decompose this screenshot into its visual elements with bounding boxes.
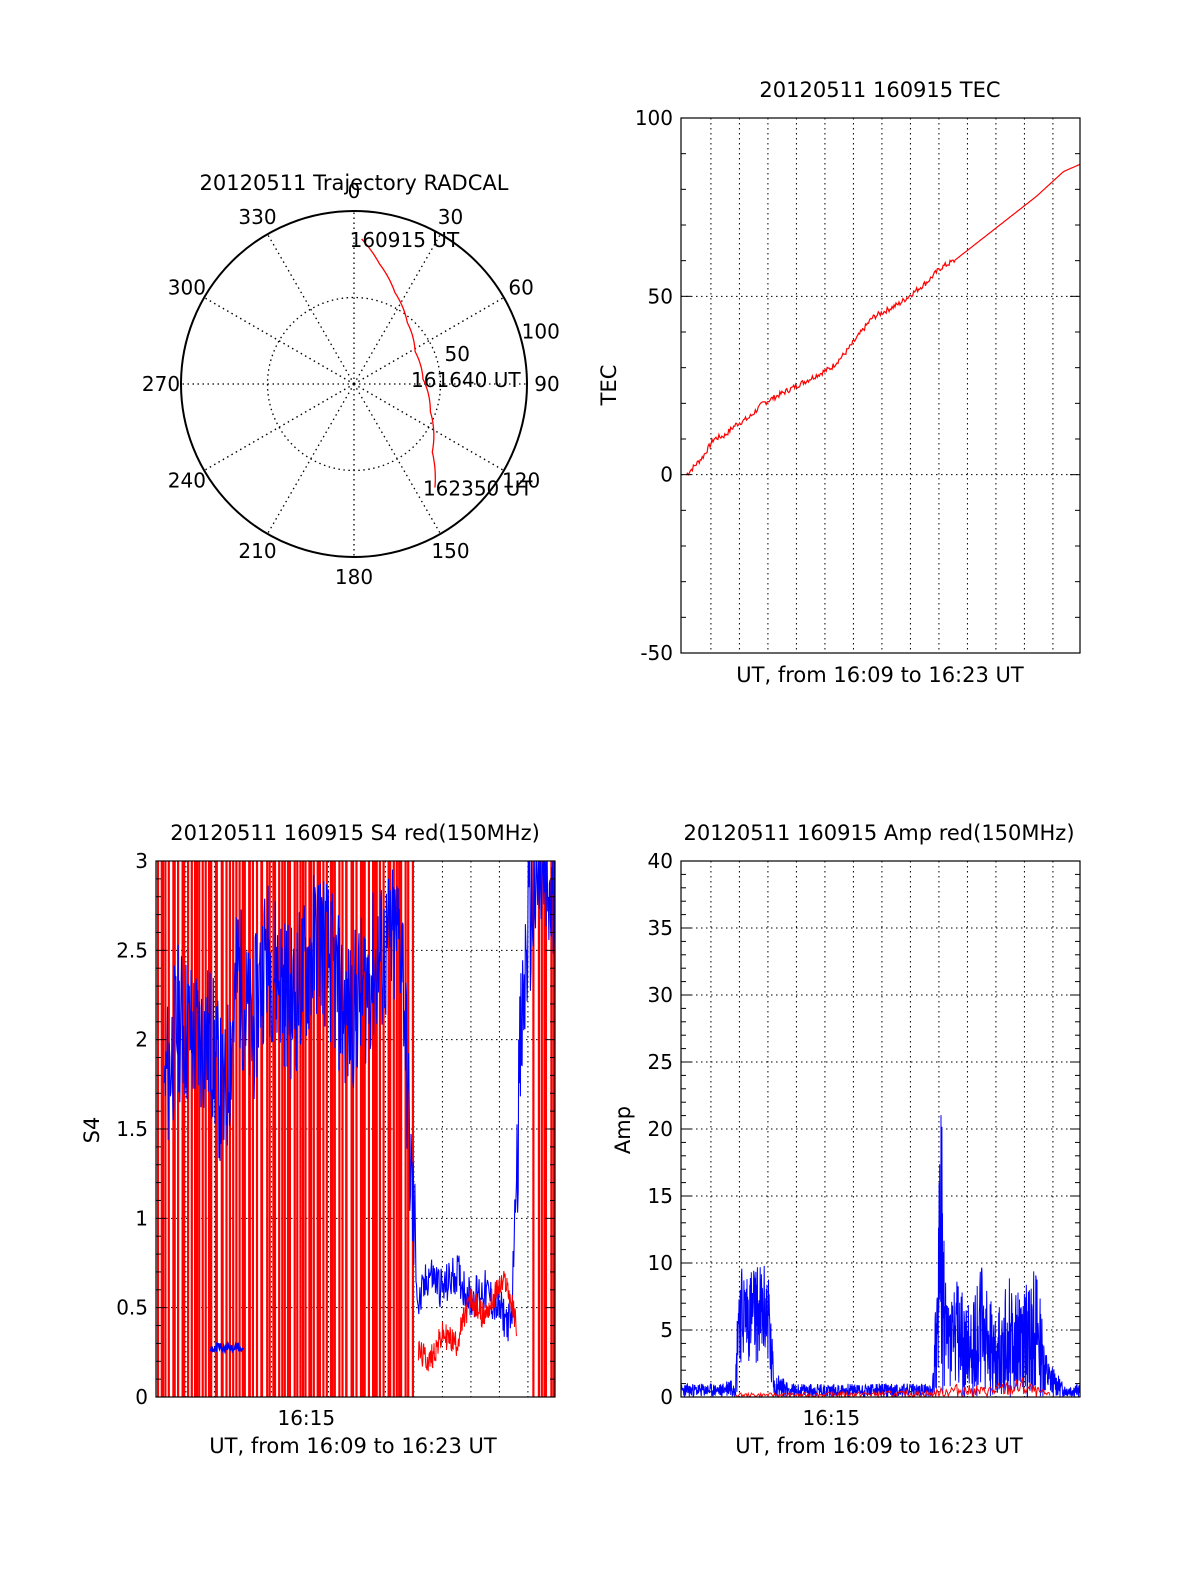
s4-series: [156, 860, 556, 1397]
trajectory-line: [361, 238, 436, 488]
polar-series: [361, 238, 436, 488]
tec-axis: -50 0 50 100: [635, 106, 1081, 665]
polar-angle-label: 210: [238, 539, 276, 563]
s4-red-line: [417, 1270, 518, 1372]
y-tick-label: 3: [135, 849, 148, 873]
polar-angle-label: 150: [431, 539, 469, 563]
tec-panel: 20120511 160915 TEC UT, from 16:09 to 16…: [597, 78, 1081, 687]
s4-blue-line: [163, 860, 556, 1342]
polar-angle-label: 300: [168, 276, 206, 300]
tec-series: [685, 163, 1081, 476]
y-tick-label: 5: [660, 1318, 673, 1342]
trajectory-panel: 20120511 Trajectory RADCAL 0 30 60 90 120 150…: [142, 171, 560, 589]
tec-y-axis-label: TEC: [597, 365, 621, 407]
polar-grid: [180, 210, 528, 558]
trajectory-time-label: 162350 UT: [423, 477, 533, 501]
y-tick-label: 20: [648, 1117, 673, 1141]
plot-frame: [680, 860, 1081, 1398]
y-tick-label: 35: [648, 916, 673, 940]
polar-angle-label: 120: [502, 469, 540, 493]
tec-line: [685, 163, 1081, 476]
polar-spoke: [353, 296, 505, 385]
y-tick-label: 25: [648, 1050, 673, 1074]
y-tick-label: 100: [635, 106, 673, 130]
y-tick-label: 0: [660, 1385, 673, 1409]
amp-x-axis-label: UT, from 16:09 to 16:23 UT: [735, 1434, 1023, 1458]
amp-title: 20120511 160915 Amp red(150MHz): [683, 821, 1074, 845]
s4-panel: 20120511 160915 S4 red(150MHz) UT, from …: [80, 821, 556, 1458]
polar-outer-circle: [180, 210, 528, 558]
amp-panel: 20120511 160915 Amp red(150MHz) UT, from…: [611, 821, 1081, 1458]
trajectory-time-label: 160915 UT: [350, 228, 460, 252]
plot-frame: [680, 117, 1081, 654]
polar-spoke: [353, 383, 442, 535]
polar-angle-label: 90: [534, 372, 559, 396]
polar-spoke: [353, 233, 442, 385]
y-tick-label: 1.5: [116, 1117, 148, 1141]
s4-flat-segment: [209, 1340, 245, 1355]
polar-spoke: [353, 383, 505, 472]
polar-angle-label: 330: [238, 205, 276, 229]
amp-y-axis-label: Amp: [611, 1106, 635, 1154]
y-tick-label: 40: [648, 849, 673, 873]
amp-series: [680, 1115, 1081, 1399]
plot-frame: [155, 860, 556, 1398]
y-tick-label: 0.5: [116, 1296, 148, 1320]
y-tick-label: 10: [648, 1251, 673, 1275]
x-tick-label: 16:15: [277, 1406, 335, 1430]
y-tick-label: 30: [648, 983, 673, 1007]
amp-red-line: [735, 1377, 1051, 1399]
polar-spoke: [266, 383, 355, 535]
tec-grid: [681, 118, 1080, 653]
s4-red-spikes: [156, 861, 414, 1397]
x-tick-label: 16:15: [802, 1406, 860, 1430]
y-tick-label: -50: [640, 641, 673, 665]
y-tick-label: 1: [135, 1206, 148, 1230]
amp-blue-line: [680, 1115, 1081, 1398]
polar-angle-label: 0: [348, 179, 361, 203]
amp-axis: 0 5 10 15 20 25 30 35 40 16:15: [648, 849, 1081, 1430]
polar-spoke: [203, 296, 355, 385]
polar-spoke: [266, 233, 355, 385]
polar-spoke: [203, 383, 355, 472]
tec-x-axis-label: UT, from 16:09 to 16:23 UT: [736, 663, 1024, 687]
trajectory-title: 20120511 Trajectory RADCAL: [200, 171, 509, 195]
polar-radius-label: 50: [444, 342, 469, 366]
polar-angle-label: 180: [335, 565, 373, 589]
y-tick-label: 2: [135, 1028, 148, 1052]
polar-angle-label: 240: [168, 469, 206, 493]
polar-labels: 0 30 60 90 120 150 180 210 240 270 300 330 50 100 1609…: [142, 179, 560, 589]
y-tick-label: 0: [660, 463, 673, 487]
polar-angle-label: 60: [508, 276, 533, 300]
trajectory-time-label: 161640 UT: [411, 368, 521, 392]
y-tick-label: 50: [648, 284, 673, 308]
tec-title: 20120511 160915 TEC: [759, 78, 1000, 102]
s4-x-axis-label: UT, from 16:09 to 16:23 UT: [209, 1434, 497, 1458]
s4-title: 20120511 160915 S4 red(150MHz): [170, 821, 540, 845]
s4-y-axis-label: S4: [80, 1117, 104, 1144]
polar-radius-label: 100: [522, 320, 560, 344]
y-tick-label: 0: [135, 1385, 148, 1409]
s4-axis: 0 0.5 1 1.5 2 2.5 3 16:15: [116, 849, 556, 1430]
y-tick-label: 2.5: [116, 938, 148, 962]
polar-angle-label: 270: [142, 372, 180, 396]
polar-angle-label: 30: [438, 205, 463, 229]
y-tick-label: 15: [648, 1184, 673, 1208]
